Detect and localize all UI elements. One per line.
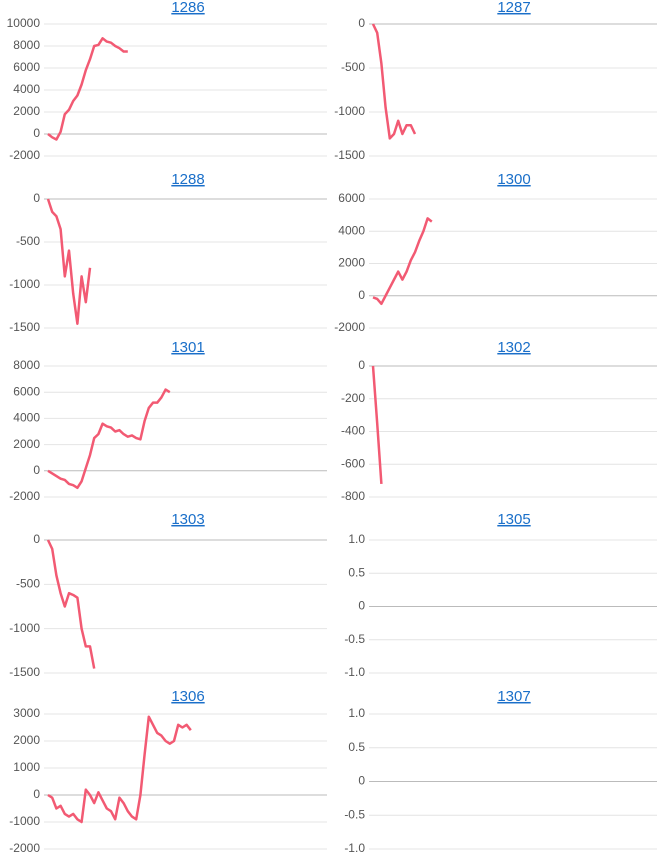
y-tick-label: 1.0 <box>348 706 365 720</box>
chart-title[interactable]: 1302 <box>497 339 530 356</box>
y-tick-label: -1500 <box>334 148 365 162</box>
y-tick-label: 8000 <box>13 358 40 372</box>
y-tick-label: -600 <box>341 456 365 470</box>
y-tick-label: 0 <box>358 358 365 372</box>
y-tick-label: -400 <box>341 424 365 438</box>
data-line <box>47 388 171 490</box>
y-tick-label: 1.0 <box>348 532 365 546</box>
y-tick-label: 4000 <box>13 411 40 425</box>
y-tick-label: 0 <box>33 463 40 477</box>
y-tick-label: -800 <box>341 489 365 503</box>
y-tick-label: 0 <box>33 532 40 546</box>
y-tick-label: -1500 <box>9 665 40 679</box>
y-tick-label: 1000 <box>13 760 40 774</box>
y-tick-label: 0 <box>358 16 365 30</box>
y-tick-label: -1000 <box>334 104 365 118</box>
y-tick-label: -500 <box>16 234 40 248</box>
data-line <box>371 23 417 140</box>
y-tick-label: 0 <box>33 126 40 140</box>
chart-title[interactable]: 1305 <box>497 511 530 528</box>
chart-title[interactable]: 1288 <box>171 171 204 188</box>
chart-title[interactable]: 1300 <box>497 171 530 188</box>
y-tick-label: -2000 <box>9 489 40 503</box>
y-tick-label: 6000 <box>338 191 365 205</box>
y-tick-label: 0 <box>33 787 40 801</box>
y-tick-label: -500 <box>16 577 40 591</box>
y-tick-label: -500 <box>341 60 365 74</box>
y-tick-label: 2000 <box>13 104 40 118</box>
data-line <box>47 715 192 824</box>
y-tick-label: 6000 <box>13 60 40 74</box>
y-tick-label: 4000 <box>338 223 365 237</box>
chart-title[interactable]: 1306 <box>171 688 204 705</box>
chart-title[interactable]: 1287 <box>497 0 530 16</box>
y-tick-label: -1000 <box>9 277 40 291</box>
y-tick-label: -1000 <box>9 621 40 635</box>
y-tick-label: 0 <box>33 191 40 205</box>
y-tick-label: 0 <box>358 774 365 788</box>
chart-title[interactable]: 1286 <box>171 0 204 16</box>
chart-title[interactable]: 1301 <box>171 339 204 356</box>
y-tick-label: 0 <box>358 288 365 302</box>
y-tick-label: -2000 <box>9 148 40 162</box>
y-tick-label: 4000 <box>13 82 40 96</box>
y-tick-label: 10000 <box>7 16 41 30</box>
data-line <box>47 37 128 141</box>
chart-title[interactable]: 1303 <box>171 511 204 528</box>
y-tick-label: 6000 <box>13 384 40 398</box>
y-tick-label: -1.0 <box>344 665 365 679</box>
data-line <box>46 539 96 669</box>
y-tick-label: 2000 <box>13 733 40 747</box>
y-tick-label: -1500 <box>9 320 40 334</box>
y-tick-label: 3000 <box>13 706 40 720</box>
y-tick-label: 8000 <box>13 38 40 52</box>
data-line <box>46 198 92 325</box>
y-tick-label: -0.5 <box>344 807 365 821</box>
y-tick-label: 0.5 <box>348 740 365 754</box>
y-tick-label: 2000 <box>13 437 40 451</box>
y-tick-label: -1.0 <box>344 841 365 855</box>
y-tick-label: -200 <box>341 391 365 405</box>
data-line <box>372 217 433 306</box>
y-tick-label: 0.5 <box>348 565 365 579</box>
data-line <box>371 365 383 484</box>
y-tick-label: 0 <box>358 599 365 613</box>
y-tick-label: 2000 <box>338 256 365 270</box>
y-tick-label: -1000 <box>9 814 40 828</box>
y-tick-label: -0.5 <box>344 632 365 646</box>
y-tick-label: -2000 <box>334 320 365 334</box>
chart-title[interactable]: 1307 <box>497 688 530 705</box>
y-tick-label: -2000 <box>9 841 40 855</box>
